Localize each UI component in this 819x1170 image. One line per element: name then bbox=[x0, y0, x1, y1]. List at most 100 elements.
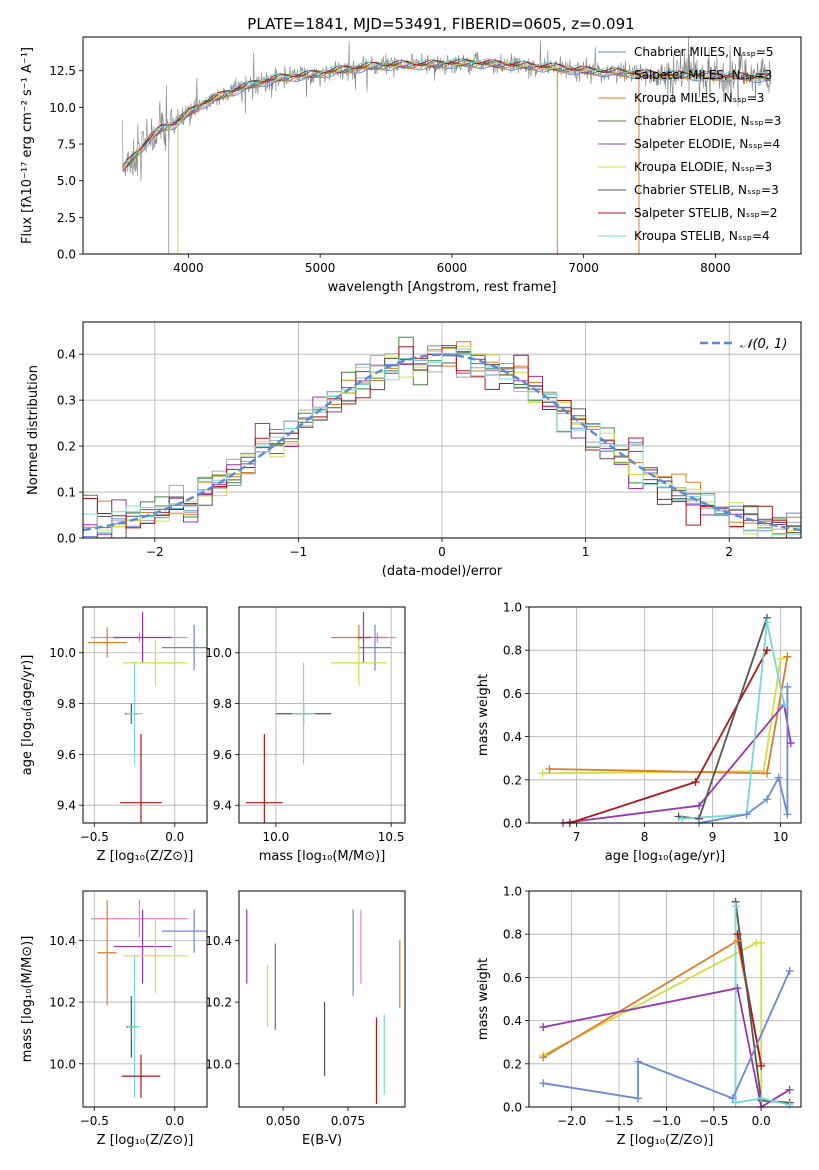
x-axis-label: Z [log₁₀(Z/Z⊙)] bbox=[97, 1133, 194, 1148]
x-axis-label: wavelength [Angstrom, rest frame] bbox=[328, 280, 557, 295]
y-tick-label: 0.4 bbox=[57, 348, 76, 362]
axes-spectrum: 4000 5000 6000 7000 8000 0.0 2.5 5.0 7.5 10.0 12.5… bbox=[20, 36, 802, 295]
legend-entry: Chabrier MILES, Nₛₛₚ=5 bbox=[634, 45, 774, 59]
model-line-kroupa-miles bbox=[122, 62, 771, 170]
y-tick-label: 0.8 bbox=[503, 644, 522, 658]
plot-area-age_vs_Z bbox=[87, 612, 207, 823]
axes-frame bbox=[82, 36, 802, 255]
model-line-kroupa-stelib bbox=[122, 57, 771, 165]
axes-frame bbox=[82, 890, 208, 1108]
data-point-marker bbox=[691, 777, 700, 786]
axes-frame bbox=[238, 890, 406, 1108]
axes-frame bbox=[82, 321, 802, 539]
x-tick-label: −1 bbox=[290, 545, 308, 559]
legend-entry: Salpeter ELODIE, Nₛₛₚ=4 bbox=[634, 137, 780, 151]
data-point-marker bbox=[695, 801, 703, 810]
x-axis-label: Z [log₁₀(Z/Z⊙)] bbox=[617, 1133, 714, 1148]
axes-frame bbox=[528, 606, 802, 824]
axes-weight_vs_age: 7 8 9 10 0.0 0.2 0.4 0.6 0.8 1.0 age [log₁₀(age/yr… bbox=[476, 601, 802, 865]
y-axis-label: Flux [fλ10⁻¹⁷ erg cm⁻² s⁻¹ A⁻¹] bbox=[20, 47, 35, 244]
data-point-marker bbox=[733, 984, 742, 993]
y-tick-label: 10.4 bbox=[49, 934, 76, 948]
x-tick-label: 8000 bbox=[700, 261, 731, 275]
data-point-marker bbox=[763, 795, 771, 804]
x-tick-label: 7000 bbox=[568, 261, 599, 275]
x-tick-label: 0 bbox=[438, 545, 446, 559]
x-tick-label: 7 bbox=[573, 830, 581, 844]
figure-title: PLATE=1841, MJD=53491, FIBERID=0605, z=0… bbox=[247, 15, 634, 33]
axes-mass_vs_ebv: 0.050 0.075 10.0 10.2 10.4 E(B-V) bbox=[205, 890, 406, 1148]
data-point-marker bbox=[733, 930, 742, 939]
legend-entry: 𝒩(0, 1) bbox=[740, 337, 787, 352]
axis-layer: 0.050 0.075 10.0 10.2 10.4 E(B-V) bbox=[205, 934, 365, 1148]
x-tick-label: −0.5 bbox=[699, 1114, 728, 1128]
axis-layer: −0.5 0.0 10.0 10.2 10.4 Z [log₁₀(Z/Z⊙)] mass [… bbox=[20, 934, 193, 1148]
axes-frame bbox=[238, 606, 406, 824]
axis-layer: 4000 5000 6000 7000 8000 0.0 2.5 5.0 7.5 10.0 12.5… bbox=[20, 47, 731, 295]
data-point-marker bbox=[783, 682, 792, 691]
y-tick-label: 0.2 bbox=[503, 773, 522, 787]
data-point-marker bbox=[785, 1100, 794, 1109]
axes-age_vs_mass: 10.0 10.5 9.4 9.6 9.8 10.0 mass [log₁₀(M/M⊙)] bbox=[205, 606, 406, 864]
data-point-marker bbox=[678, 814, 686, 823]
x-tick-label: 0.050 bbox=[266, 1114, 300, 1128]
x-axis-label: E(B-V) bbox=[302, 1133, 342, 1148]
data-point-marker bbox=[538, 769, 547, 778]
data-point-marker bbox=[539, 1079, 548, 1088]
x-tick-label: 10.0 bbox=[263, 830, 290, 844]
y-axis-label: age [log₁₀(age/yr)] bbox=[20, 655, 35, 776]
plot-area-mass_vs_Z bbox=[91, 900, 207, 1098]
model-line-salpeter-stelib bbox=[122, 58, 771, 166]
data-point-marker bbox=[539, 1023, 548, 1032]
axes-mass_vs_Z: −0.5 0.0 10.0 10.2 10.4 Z [log₁₀(Z/Z⊙)] mass [… bbox=[20, 890, 208, 1148]
plot-area-age_vs_mass bbox=[245, 612, 396, 823]
y-tick-label: 7.5 bbox=[57, 138, 76, 152]
x-axis-label: (data-model)/error bbox=[382, 564, 503, 579]
series-line-chabrier-miles bbox=[698, 686, 789, 823]
x-tick-label: 10.5 bbox=[378, 830, 405, 844]
plot-area-spectrum bbox=[122, 37, 771, 254]
y-tick-label: 9.4 bbox=[213, 799, 232, 813]
y-tick-label: 10.2 bbox=[49, 996, 76, 1010]
data-point-marker bbox=[757, 1094, 766, 1103]
x-tick-label: 0.0 bbox=[165, 830, 184, 844]
y-tick-label: 9.8 bbox=[213, 697, 232, 711]
x-axis-label: mass [log₁₀(M/M⊙)] bbox=[259, 849, 386, 864]
axis-layer: −2.0 −1.5 −1.0 −0.5 0.0 0.0 0.2 0.4 0.6 0.8 1.0 Z [… bbox=[476, 885, 771, 1149]
y-tick-label: 5.0 bbox=[57, 174, 76, 188]
data-point-marker bbox=[742, 810, 751, 819]
x-tick-label: 6000 bbox=[437, 261, 468, 275]
axes-frame bbox=[528, 890, 802, 1108]
axes-residuals: −2 −1 0 1 2 0.0 0.1 0.2 0.3 0.4 (data-model)/error… bbox=[26, 321, 802, 579]
y-tick-label: 0.3 bbox=[57, 394, 76, 408]
y-tick-label: 10.0 bbox=[49, 1057, 76, 1071]
data-point-marker bbox=[763, 646, 771, 655]
x-tick-label: −1.5 bbox=[604, 1114, 633, 1128]
x-tick-label: 0.0 bbox=[752, 1114, 771, 1128]
y-tick-label: 0.2 bbox=[57, 440, 76, 454]
x-tick-label: −2 bbox=[146, 545, 164, 559]
x-tick-label: −0.5 bbox=[80, 1114, 109, 1128]
x-tick-label: 4000 bbox=[173, 261, 204, 275]
y-tick-label: 12.5 bbox=[49, 64, 76, 78]
axis-layer: 7 8 9 10 0.0 0.2 0.4 0.6 0.8 1.0 age [log₁₀(age/yr… bbox=[476, 601, 788, 865]
legend-entry: Chabrier ELODIE, Nₛₛₚ=3 bbox=[634, 114, 781, 128]
x-tick-label: 2 bbox=[725, 545, 733, 559]
x-tick-label: 1 bbox=[582, 545, 590, 559]
y-tick-label: 10.0 bbox=[49, 101, 76, 115]
x-tick-label: 0.0 bbox=[165, 1114, 184, 1128]
series-line-kroupa-miles bbox=[542, 939, 763, 1064]
x-tick-label: −0.5 bbox=[80, 830, 109, 844]
legend-entry: Kroupa STELIB, Nₛₛₚ=4 bbox=[634, 229, 770, 243]
data-point-marker bbox=[757, 1061, 766, 1070]
data-point-marker bbox=[776, 654, 785, 663]
y-axis-label: mass weight bbox=[476, 958, 491, 1040]
model-line-salpeter-miles bbox=[122, 62, 771, 170]
legend-entry: Salpeter STELIB, Nₛₛₚ=2 bbox=[634, 206, 778, 220]
y-tick-label: 0.8 bbox=[503, 928, 522, 942]
normal-curve bbox=[83, 353, 801, 532]
data-point-marker bbox=[763, 618, 771, 627]
x-tick-label: 8 bbox=[641, 830, 649, 844]
data-point-marker bbox=[731, 902, 740, 911]
